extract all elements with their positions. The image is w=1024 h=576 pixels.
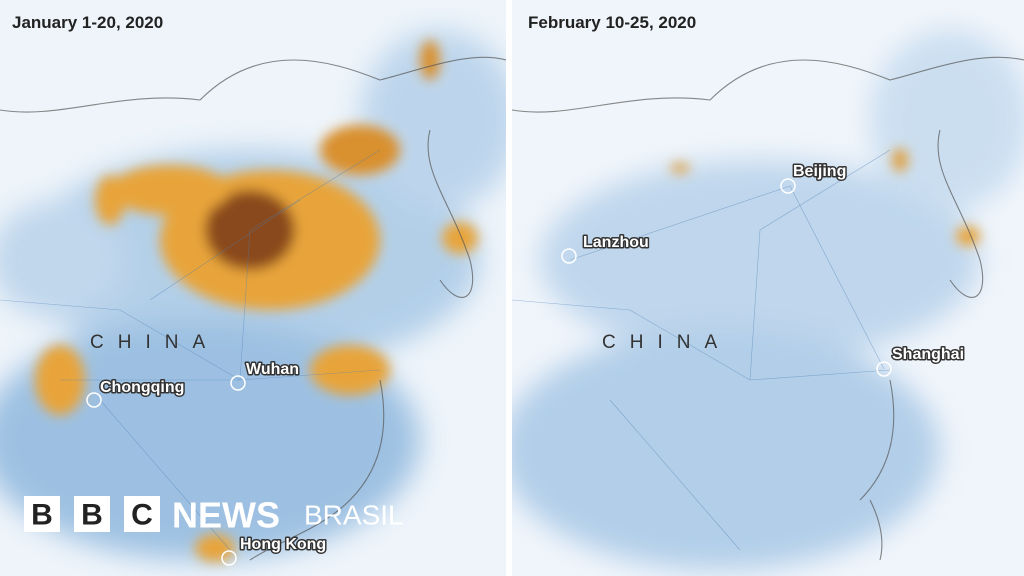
city-marker	[86, 392, 102, 408]
logo-box	[24, 496, 60, 532]
panel-title: February 10-25, 2020	[528, 13, 696, 32]
logo-box	[124, 496, 160, 532]
city-label: Shanghai	[892, 346, 964, 363]
city-label: Hong Kong	[240, 536, 326, 553]
city-marker	[561, 248, 577, 264]
city-marker	[230, 375, 246, 391]
city-marker	[780, 178, 796, 194]
logo-brand: NEWS	[172, 495, 280, 536]
map-panel-left: January 1-20, 2020 CHINA Chongqing Wuhan…	[0, 0, 506, 576]
country-label: CHINA	[602, 332, 731, 353]
logo-edition: BRASIL	[304, 500, 404, 531]
logo-box	[74, 496, 110, 532]
logo-letter: C	[131, 499, 153, 532]
city-marker	[876, 361, 892, 377]
panel-title: January 1-20, 2020	[12, 13, 163, 32]
city-label: Chongqing	[100, 379, 184, 396]
logo-letter: B	[31, 499, 53, 532]
bbc-logo: B B C NEWS BRASIL	[24, 495, 404, 536]
country-label: CHINA	[90, 332, 219, 353]
logo-letter: B	[81, 499, 103, 532]
city-label: Lanzhou	[583, 234, 649, 251]
city-label: Wuhan	[246, 361, 299, 378]
city-label: Beijing	[793, 163, 846, 180]
city-marker	[221, 550, 237, 566]
map-panel-right: February 10-25, 2020 CHINA Lanzhou Beiji…	[512, 0, 1024, 576]
